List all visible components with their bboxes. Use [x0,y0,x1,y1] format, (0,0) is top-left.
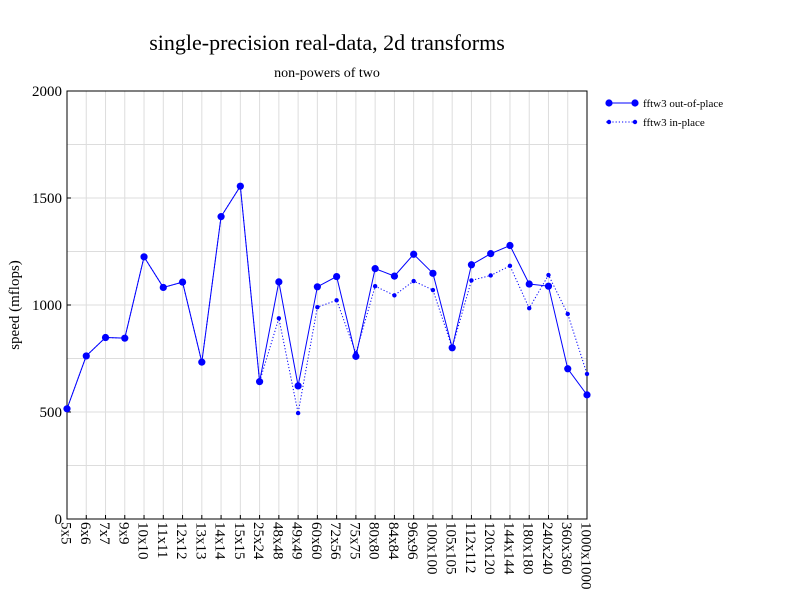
series-point [294,382,302,390]
x-tick-label: 105x105 [443,522,459,575]
legend: fftw3 out-of-place fftw3 in-place [605,98,723,129]
series-point [295,410,301,416]
series-line [66,184,588,409]
x-tick-label: 5x5 [58,522,74,545]
x-tick-label: 10x10 [135,522,151,560]
series-point [313,283,321,291]
legend-swatch-marker [605,99,613,107]
x-tick-label: 240x240 [539,522,555,575]
series-group [63,182,591,416]
series-point [257,379,262,384]
legend-swatch-marker [631,99,639,107]
series-point [467,261,476,269]
x-tick-label: 49x49 [289,522,305,560]
x-tick-label: 12x12 [173,522,189,560]
series-point [122,335,127,341]
series-point [372,283,378,289]
x-tick-label: 72x56 [327,522,343,560]
series-point [84,353,89,359]
legend-label: fftw3 in-place [643,117,705,129]
series-point [371,265,379,273]
x-tick-label: 9x9 [115,522,131,545]
series-point [527,306,532,311]
x-axis-ticks: 5x5 6x6 7x7 9x9 10x10 11x11 12x12 13x13 14x14 15x… [58,515,594,590]
series-point [488,273,493,278]
x-tick-label: 112x112 [462,522,478,573]
chart-title: single-precision real-data, 2d transform… [149,30,505,55]
grid-lines [66,90,588,520]
x-tick-label: 6x6 [77,522,93,545]
x-tick-label: 60x60 [308,522,324,560]
y-tick-label: 0 [55,512,63,528]
series-point [429,269,437,277]
x-tick-label: 7x7 [96,522,112,545]
x-tick-label: 75x75 [346,522,362,560]
x-tick-label: 84x84 [385,522,401,560]
series-point [506,241,514,250]
y-tick-label: 2000 [32,84,62,100]
series-point [275,278,283,286]
chart-subtitle: non-powers of two [274,66,380,81]
series-point [161,285,166,290]
series-point [583,391,591,399]
x-tick-label: 11x11 [154,522,170,558]
series-point [469,278,474,283]
series-point [103,335,108,340]
series-point [334,298,339,303]
series-point [584,371,590,377]
series-point [411,278,416,284]
series-point [64,406,70,411]
series-point [353,350,359,356]
series-point [218,214,224,219]
series-point [410,250,418,258]
y-axis-label: speed (mflops) [7,260,23,350]
series-point [141,254,147,260]
series-point [199,359,205,365]
series-point [333,272,341,281]
series-point [276,316,282,321]
series-point [392,293,397,298]
x-tick-label: 13x13 [192,522,208,560]
series-point [238,184,243,189]
series-point [430,287,436,293]
x-tick-label: 100x100 [423,522,439,575]
series-point [315,304,320,310]
x-tick-label: 15x15 [231,522,247,560]
series-point [544,282,553,290]
x-tick-label: 14x14 [212,522,228,560]
x-tick-label: 25x24 [250,522,266,560]
x-tick-label: 120x120 [481,522,497,575]
x-tick-label: 144x144 [500,522,516,575]
series-point [487,250,495,258]
x-tick-label: 96x96 [404,522,420,560]
series-point [449,345,455,350]
series-point [390,272,399,280]
series-point [352,352,360,360]
legend-swatch-marker [632,119,638,125]
y-tick-label: 1500 [32,191,62,207]
x-tick-label: 180x180 [520,522,536,575]
series-point [564,365,572,373]
x-tick-label: 80x80 [366,522,382,560]
x-tick-label: 360x360 [558,522,574,575]
y-tick-label: 1000 [32,298,62,314]
x-tick-label: 1000x1000 [578,522,594,590]
x-tick-label: 48x48 [269,522,285,560]
y-tick-label: 500 [40,405,63,421]
legend-label: fftw3 out-of-place [643,98,723,110]
series-line [66,184,588,414]
series-point [180,279,185,285]
series-point [565,311,570,317]
series-point [507,263,513,269]
series-point [546,272,551,278]
legend-swatch-marker [606,119,612,125]
y-axis-ticks: 0 500 1000 1500 2000 [32,84,71,528]
series-point [525,280,533,288]
